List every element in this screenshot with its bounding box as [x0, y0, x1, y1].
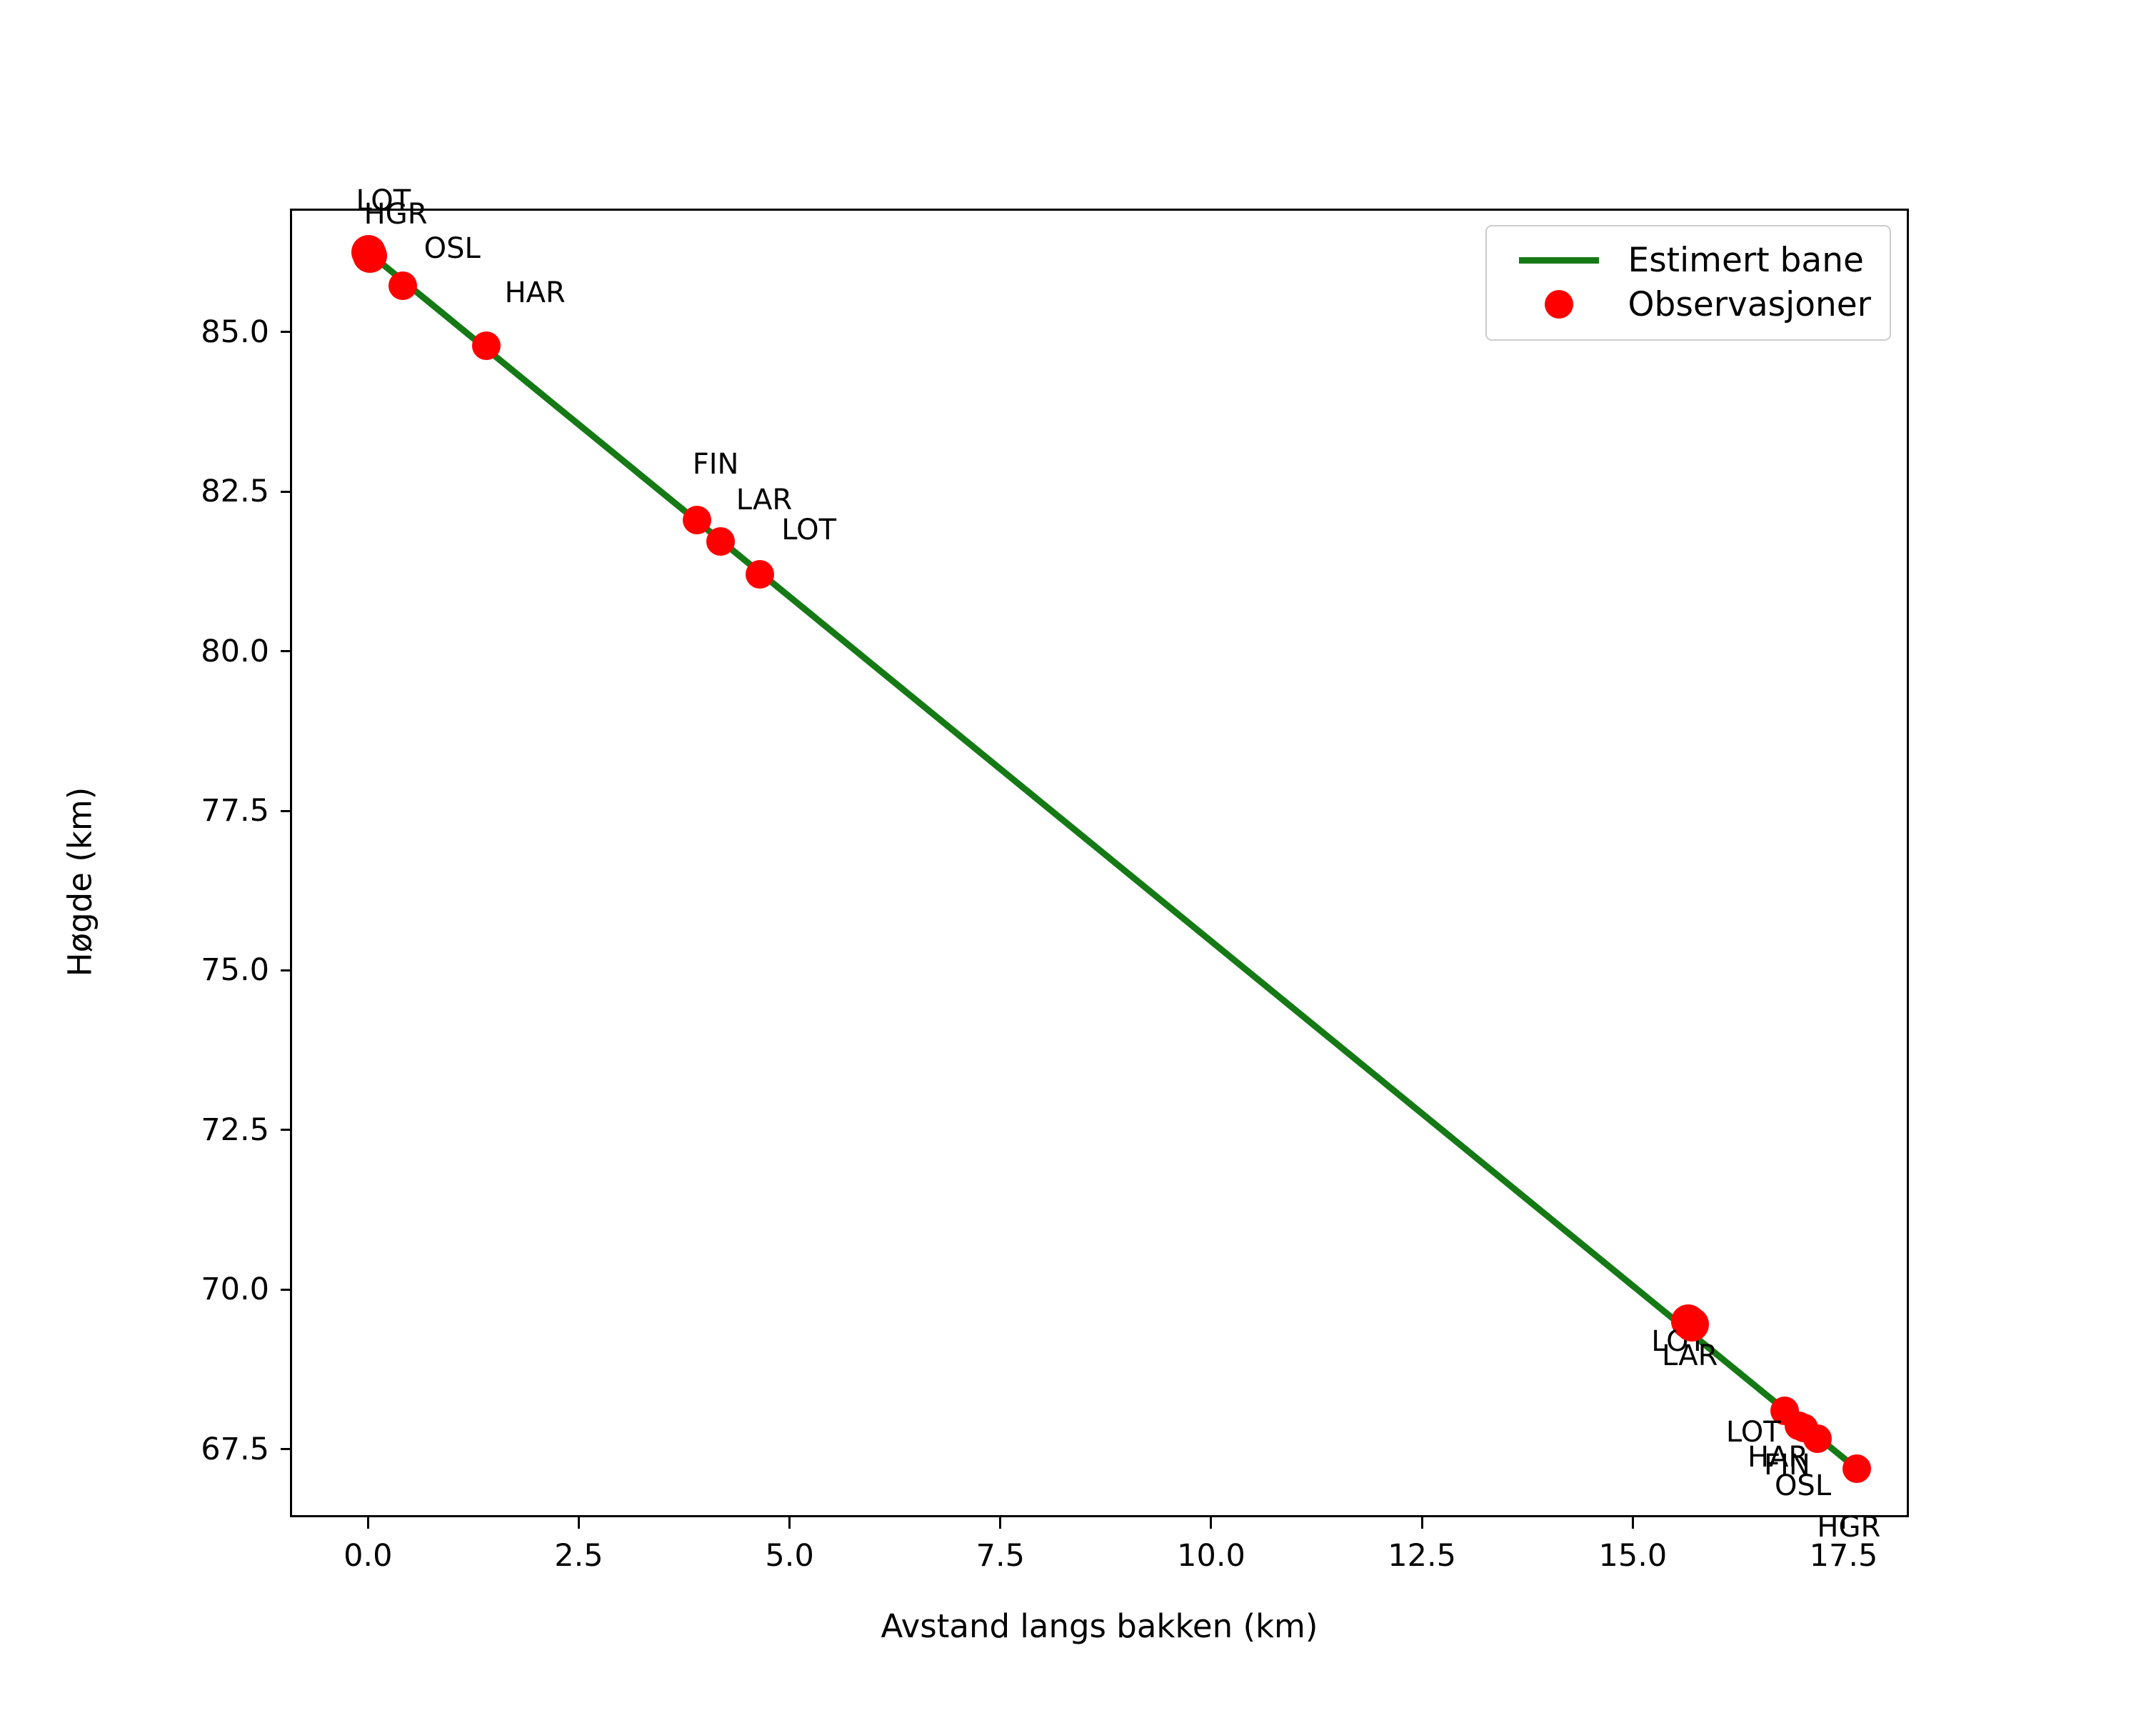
observation-point — [706, 526, 735, 556]
legend-entry-estimert-bane: Estimert bane — [1505, 238, 1872, 282]
x-tick-mark — [999, 1517, 1002, 1529]
observation-point-label: FIN — [1764, 1449, 1810, 1482]
observation-point-label: LAR — [1662, 1339, 1718, 1372]
data-layer: LOT HGR OSL HAR FIN LAR LOT LOT LAR LOT HAR FIN OSL H… — [292, 186, 1907, 1542]
y-tick-mark — [281, 1448, 292, 1451]
observation-point — [471, 331, 501, 360]
observation-point-label: OSL — [423, 232, 481, 266]
observation-point-label: HGR — [363, 197, 428, 231]
observation-point — [1802, 1424, 1832, 1454]
y-tick-label: 85.0 — [201, 314, 269, 350]
y-tick-mark — [281, 1129, 292, 1132]
observation-point — [1675, 1307, 1709, 1342]
y-tick-mark — [281, 809, 292, 812]
observation-point-label: FIN — [692, 447, 739, 481]
x-tick-label: 5.0 — [765, 1538, 814, 1574]
observation-point — [388, 271, 417, 301]
y-tick-label: 75.0 — [201, 952, 269, 989]
y-tick-label: 82.5 — [201, 474, 269, 510]
observation-point-label: LOT — [781, 514, 837, 547]
y-tick-mark — [281, 490, 292, 493]
y-tick-label: 67.5 — [201, 1431, 269, 1467]
x-tick-mark — [788, 1517, 791, 1529]
line-swatch-icon — [1505, 256, 1613, 264]
y-tick-mark — [281, 650, 292, 653]
observation-point-label: LOT — [1725, 1416, 1781, 1449]
x-axis-title: Avstand langs bakken (km) — [881, 1607, 1318, 1645]
y-tick-label: 77.5 — [201, 793, 269, 829]
x-tick-label: 7.5 — [976, 1538, 1026, 1574]
legend-entry-observasjoner: Observasjoner — [1505, 282, 1872, 326]
x-tick-label: 10.0 — [1177, 1538, 1245, 1574]
x-tick-label: 12.5 — [1388, 1538, 1457, 1574]
observation-point — [682, 505, 711, 534]
y-tick-label: 72.5 — [201, 1112, 269, 1148]
x-tick-mark — [366, 1517, 369, 1529]
observation-point-label: HGR — [1817, 1511, 1881, 1544]
x-tick-mark — [1842, 1517, 1845, 1529]
legend-box: Estimert bane Observasjoner — [1485, 225, 1891, 341]
legend-label-observasjoner: Observasjoner — [1628, 284, 1872, 324]
y-tick-mark — [281, 331, 292, 334]
x-tick-mark — [1210, 1517, 1213, 1529]
x-tick-label: 17.5 — [1809, 1538, 1878, 1574]
observation-point-label: OSL — [1774, 1469, 1832, 1503]
observation-point-label: LAR — [736, 483, 793, 516]
y-axis-title: Høgde (km) — [61, 786, 99, 977]
observation-point — [1842, 1454, 1872, 1484]
y-tick-mark — [281, 969, 292, 972]
x-tick-mark — [1420, 1517, 1423, 1529]
x-tick-label: 2.5 — [554, 1538, 603, 1574]
observation-point-label: HAR — [1747, 1440, 1809, 1474]
y-tick-label: 80.0 — [201, 633, 269, 669]
x-tick-label: 15.0 — [1598, 1538, 1668, 1574]
plot-area: LOT HGR OSL HAR FIN LAR LOT LOT LAR LOT HAR FIN OSL H… — [201, 186, 1909, 1574]
observation-point — [746, 560, 775, 589]
x-tick-mark — [1631, 1517, 1634, 1529]
observation-point-label: LOT — [356, 184, 411, 218]
y-tick-label: 70.0 — [201, 1272, 269, 1308]
legend-label-estimert-bane: Estimert bane — [1628, 240, 1864, 280]
dot-swatch-icon — [1505, 290, 1613, 319]
observation-point — [352, 238, 387, 273]
observation-point-label: HAR — [504, 276, 566, 309]
y-tick-mark — [281, 1288, 292, 1291]
x-tick-label: 0.0 — [344, 1538, 393, 1574]
x-tick-mark — [577, 1517, 580, 1529]
